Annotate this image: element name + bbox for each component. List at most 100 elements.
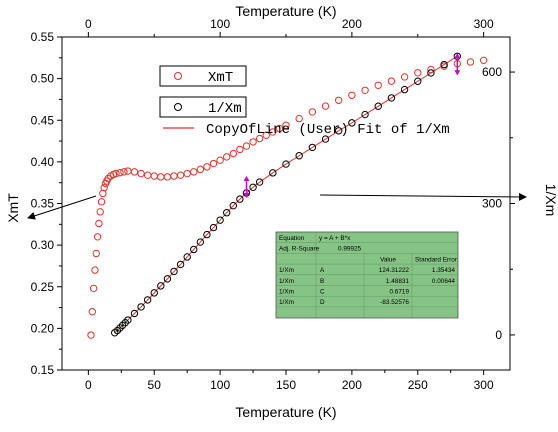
xmt-point — [190, 168, 198, 176]
xmt-point — [236, 145, 244, 154]
xmt-point — [93, 233, 102, 241]
x-tick-label: 200 — [342, 378, 362, 392]
xmt-point — [269, 128, 277, 136]
xmt-point — [387, 77, 396, 85]
fit-row-param: D — [320, 299, 325, 306]
xmt-point — [89, 284, 98, 293]
xmt-point — [203, 163, 211, 171]
fit-row-error: 1.35434 — [432, 267, 456, 274]
y-right-tick-label: 600 — [482, 65, 502, 79]
xmt-point — [374, 81, 382, 89]
fit-equation-label: Equation — [279, 235, 305, 242]
inverse-chi-point — [427, 69, 435, 77]
y-right-axis-title: 1/Xm — [543, 184, 558, 217]
fit-row-name: 1/Xm — [279, 278, 294, 285]
inverse-chi-point — [269, 169, 277, 177]
xmt-point — [223, 153, 231, 161]
xmt-point — [120, 168, 128, 176]
inverse-chi-point — [170, 267, 178, 276]
inverse-chi-point — [176, 260, 185, 269]
inverse-chi-point — [236, 195, 244, 203]
x-tick-label: 50 — [148, 378, 162, 392]
xmt-point — [163, 173, 172, 181]
fit-row-value: 0.6719 — [389, 289, 409, 296]
xmt-point — [97, 198, 106, 206]
x-tick-label: 250 — [408, 378, 428, 392]
xmt-point — [335, 96, 343, 104]
fit-row-value: 124.31222 — [379, 267, 410, 274]
fit-table: Equation y = A + B*x Adj. R-Square 0.99925 V… — [275, 231, 459, 319]
inverse-chi-point — [223, 209, 231, 217]
fit-row-value: -83.52576 — [380, 299, 409, 306]
inverse-chi-point — [255, 178, 264, 186]
x-top-tick-label: 300 — [474, 17, 494, 31]
xmt-point — [104, 174, 112, 183]
xmt-point — [321, 102, 330, 110]
legend-label-inverse: 1/Xm — [208, 101, 242, 117]
fit-col-value: Value — [380, 256, 396, 263]
legend-marker-xmt — [174, 72, 182, 80]
fit-row-name: 1/Xm — [279, 299, 294, 306]
series-xmt — [87, 56, 488, 339]
fit-range-marker-up — [243, 175, 250, 181]
xmt-point — [348, 91, 356, 99]
inverse-chi-point — [361, 110, 369, 119]
axes: 0 50 100 150 200 250 300 0 100 200 300 0.15 0.20 0.25… — [5, 3, 558, 420]
xmt-point — [157, 173, 165, 181]
inverse-chi-point — [216, 216, 224, 224]
inverse-chi-point — [308, 143, 317, 152]
inverse-chi-point — [121, 318, 129, 327]
y-left-tick-label: 0.55 — [31, 30, 55, 44]
y-left-tick-label: 0.45 — [31, 113, 55, 127]
y-left-tick-label: 0.15 — [31, 363, 55, 377]
inverse-chi-point — [124, 316, 132, 324]
y-left-tick-label: 0.25 — [31, 280, 55, 294]
x-top-tick-label: 0 — [85, 17, 92, 31]
y-left-tick-label: 0.20 — [31, 321, 55, 335]
inverse-chi-point — [190, 245, 198, 254]
fit-range-marker-down — [243, 192, 250, 198]
xmt-point — [100, 183, 108, 192]
xmt-point — [466, 58, 475, 66]
xmt-point — [183, 169, 191, 178]
y-left-tick-label: 0.30 — [31, 238, 55, 252]
inverse-chi-point — [137, 303, 145, 311]
xmt-point — [170, 172, 178, 180]
x-axis-title: Temperature (K) — [235, 404, 336, 420]
x-tick-label: 100 — [210, 378, 230, 392]
inverse-chi-point — [196, 238, 205, 246]
xmt-point — [130, 168, 139, 176]
xmt-point — [176, 171, 185, 179]
inverse-chi-point — [440, 60, 448, 69]
xmt-point — [196, 165, 205, 174]
xmt-point — [87, 331, 95, 339]
xmt-point — [216, 156, 224, 164]
y-left-tick-label: 0.50 — [31, 72, 55, 86]
inverse-chi-point — [414, 77, 422, 85]
x-top-axis-title: Temperature (K) — [235, 3, 336, 19]
inverse-chi-point — [249, 183, 257, 191]
fit-adj-r-label: Adj. R-Square — [279, 246, 320, 253]
xmt-point — [361, 86, 369, 94]
xmt-point — [414, 69, 422, 77]
xmt-point — [150, 172, 158, 180]
legend-box-2 — [159, 96, 247, 118]
x-tick-label: 300 — [474, 378, 494, 392]
xmt-point — [96, 208, 104, 216]
fit-equation: y = A + B*x — [319, 235, 351, 242]
fit-row-param: C — [320, 289, 325, 296]
xmt-point — [479, 56, 488, 65]
fit-col-error: Standard Error — [415, 256, 458, 263]
xmt-point — [229, 149, 237, 158]
xmt-point — [249, 138, 257, 146]
fit-row-param: A — [320, 267, 325, 274]
inverse-chi-point — [150, 289, 158, 297]
right-axis-arrow — [319, 192, 527, 201]
xmt-point — [255, 134, 264, 143]
fit-table-bg — [275, 231, 459, 319]
inverse-chi-point — [130, 309, 139, 318]
fit-row-error: 0.00644 — [432, 278, 456, 285]
inverse-chi-point — [118, 321, 127, 330]
inverse-chi-point — [400, 85, 409, 94]
